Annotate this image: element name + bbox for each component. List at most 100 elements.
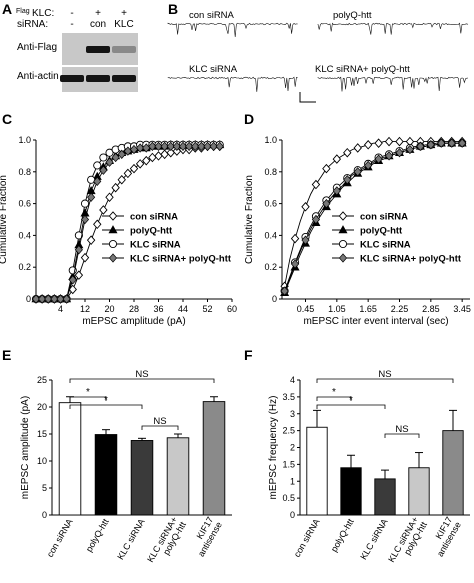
data-point (447, 138, 456, 148)
data-point (68, 275, 77, 285)
y-axis-label: mEPSC amplitude (pA) (20, 396, 31, 499)
data-point (93, 219, 102, 230)
y-tick-label: 3.5 (282, 392, 295, 402)
data-point (123, 168, 133, 179)
data-point (416, 141, 425, 151)
data-point (105, 192, 114, 203)
data-point (93, 176, 102, 186)
data-point (129, 163, 139, 174)
x-tick-label: 2.25 (391, 304, 409, 314)
data-point (99, 205, 108, 215)
x-tick-label: 44 (178, 304, 188, 314)
legend: con siRNA polyQ-htt KLC siRNA KLC siRNA+ po… (332, 211, 462, 265)
data-point (93, 161, 102, 170)
trace-label-con: con siRNA (189, 10, 235, 21)
panel-b: B con siRNA polyQ-htt KLC siRNA KLC siRN… (167, 1, 469, 103)
data-point (117, 174, 126, 185)
category-label: con siRNA (45, 517, 75, 559)
significance-bracket (69, 396, 107, 401)
flag-band (112, 46, 136, 53)
series (31, 139, 225, 303)
legend-label: KLC siRNA (360, 240, 411, 251)
legend-label: KLC siRNA+ polyQ-htt (130, 254, 232, 265)
data-point (105, 157, 114, 167)
x-tick-label: 20 (104, 304, 114, 314)
data-point (148, 141, 157, 151)
panel-e: E 0 5 10 15 20 25 mEPSC amplitude (pA) con siRN… (2, 347, 232, 564)
trace-label-polyq: polyQ-htt (333, 10, 372, 21)
x-tick-label: 1.65 (359, 304, 377, 314)
sirna-row-label: siRNA: (17, 19, 48, 30)
data-point (80, 252, 90, 263)
y-tick-label: 0.6 (264, 199, 277, 209)
bar (58, 402, 82, 516)
data-point (172, 141, 181, 151)
series (31, 140, 224, 304)
significance-label: NS (135, 369, 148, 380)
y-tick-label: 1.5 (282, 459, 295, 469)
data-point (136, 143, 145, 153)
significance-bracket (316, 378, 454, 383)
category-label: polyQ-htt (329, 517, 356, 554)
data-point (185, 141, 194, 151)
y-tick-label: 0.8 (264, 167, 277, 177)
data-point (74, 245, 83, 255)
current-trace (167, 76, 298, 92)
trace-label-klc-polyq: KLC siRNA+ polyQ-htt (315, 64, 410, 75)
significance-label: * (349, 395, 353, 406)
y-tick-label: 1.0 (264, 135, 277, 145)
data-point (87, 192, 96, 202)
data-point (56, 294, 65, 304)
y-tick-label: 2.5 (282, 426, 295, 436)
y-tick-label: 15 (37, 429, 47, 439)
data-point (44, 294, 53, 304)
legend-label: polyQ-htt (360, 226, 403, 237)
data-point (135, 159, 145, 169)
y-tick-label: 20 (37, 402, 47, 412)
flag-bands (86, 46, 136, 53)
data-point (108, 225, 118, 234)
data-point (166, 141, 175, 151)
klc-value-2: + (95, 8, 101, 19)
blot-label-actin: Anti-actin (17, 71, 59, 82)
significance-bracket (384, 433, 420, 438)
data-point (311, 179, 321, 190)
y-tick-label: 0 (290, 510, 295, 520)
significance-label: * (332, 387, 336, 398)
y-tick-label: 1.0 (18, 135, 31, 145)
y-axis-label: Cumulative Fraction (0, 175, 9, 264)
x-tick-label: 60 (227, 304, 237, 314)
y-tick-label: 4 (290, 375, 295, 385)
bar (202, 401, 226, 516)
y-tick-label: 5 (42, 483, 47, 493)
scale-bar (299, 92, 316, 103)
series (31, 141, 224, 304)
flag-band (86, 46, 110, 53)
data-point (322, 163, 331, 174)
data-point (154, 141, 163, 151)
series-line (36, 144, 220, 300)
significance-label: * (86, 387, 90, 398)
klc-row-label: KLC: (32, 8, 54, 19)
panel-a: A Flag KLC: siRNA: - + + - con KLC Anti-… (2, 1, 138, 92)
panel-label-c: C (2, 111, 12, 127)
legend-label: con siRNA (360, 212, 408, 223)
x-tick-label: 12 (80, 304, 90, 314)
current-trace (317, 76, 469, 92)
data-point (50, 294, 59, 304)
bar (442, 430, 464, 516)
bar (94, 434, 118, 516)
sirna-value-3: KLC (114, 19, 133, 30)
y-tick-label: 0.2 (264, 262, 277, 272)
significance-bracket (316, 404, 386, 409)
actin-band (60, 75, 84, 82)
flag-superscript: Flag (16, 8, 30, 15)
data-point (74, 270, 84, 280)
y-tick-label: 10 (37, 456, 47, 466)
data-point (374, 154, 383, 164)
data-point (332, 154, 342, 164)
data-point (178, 141, 188, 151)
panel-f: F 0 0.5 1 1.5 2 2.5 3 3.5 4 mEPSC frequency (Hz) c… (244, 347, 470, 564)
sirna-value-1: - (70, 19, 73, 30)
significance-label: NS (395, 424, 408, 435)
